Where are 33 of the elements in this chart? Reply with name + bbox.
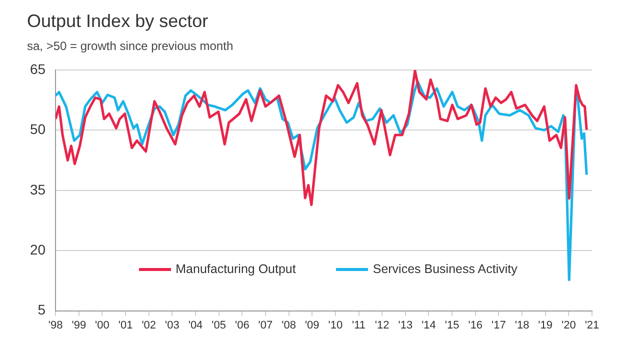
x-tick-label: '14 [422,319,436,332]
x-tick-label: '03 [165,319,180,332]
x-tick-label: '19 [538,319,553,332]
y-tick-label: 65 [30,60,46,77]
x-tick-label: '12 [374,319,390,332]
legend-label: Manufacturing Output [176,262,296,276]
x-tick-label: '13 [398,319,413,332]
x-tick-label: '05 [212,319,226,332]
x-tick-label: '01 [118,319,133,332]
x-tick-label: '08 [282,319,296,332]
x-tick-label: '98 [48,319,63,332]
x-tick-label: '09 [304,319,320,332]
x-tick-label: '20 [562,319,576,332]
chart-subtitle: sa, >50 = growth since previous month [27,39,234,53]
y-tick-label: 5 [38,302,46,318]
chart-title: Output Index by sector [27,11,208,32]
x-tick-label: '21 [584,319,600,332]
y-tick-label: 35 [30,181,46,198]
x-tick-label: '17 [492,319,506,332]
x-tick-label: '06 [234,319,250,332]
x-tick-label: '99 [72,319,86,332]
x-tick-label: '11 [352,319,366,332]
x-tick-label: '04 [188,319,203,332]
x-tick-label: '10 [328,319,343,332]
x-tick-label: '16 [468,319,483,332]
y-tick-label: 50 [30,121,46,138]
x-tick-label: '02 [142,319,156,332]
x-tick-label: '18 [514,319,530,332]
x-tick-label: '15 [444,319,460,332]
y-tick-label: 20 [30,241,46,258]
legend-label: Services Business Activity [372,262,518,276]
x-tick-label: '00 [95,319,110,332]
x-tick-label: '07 [258,319,273,332]
